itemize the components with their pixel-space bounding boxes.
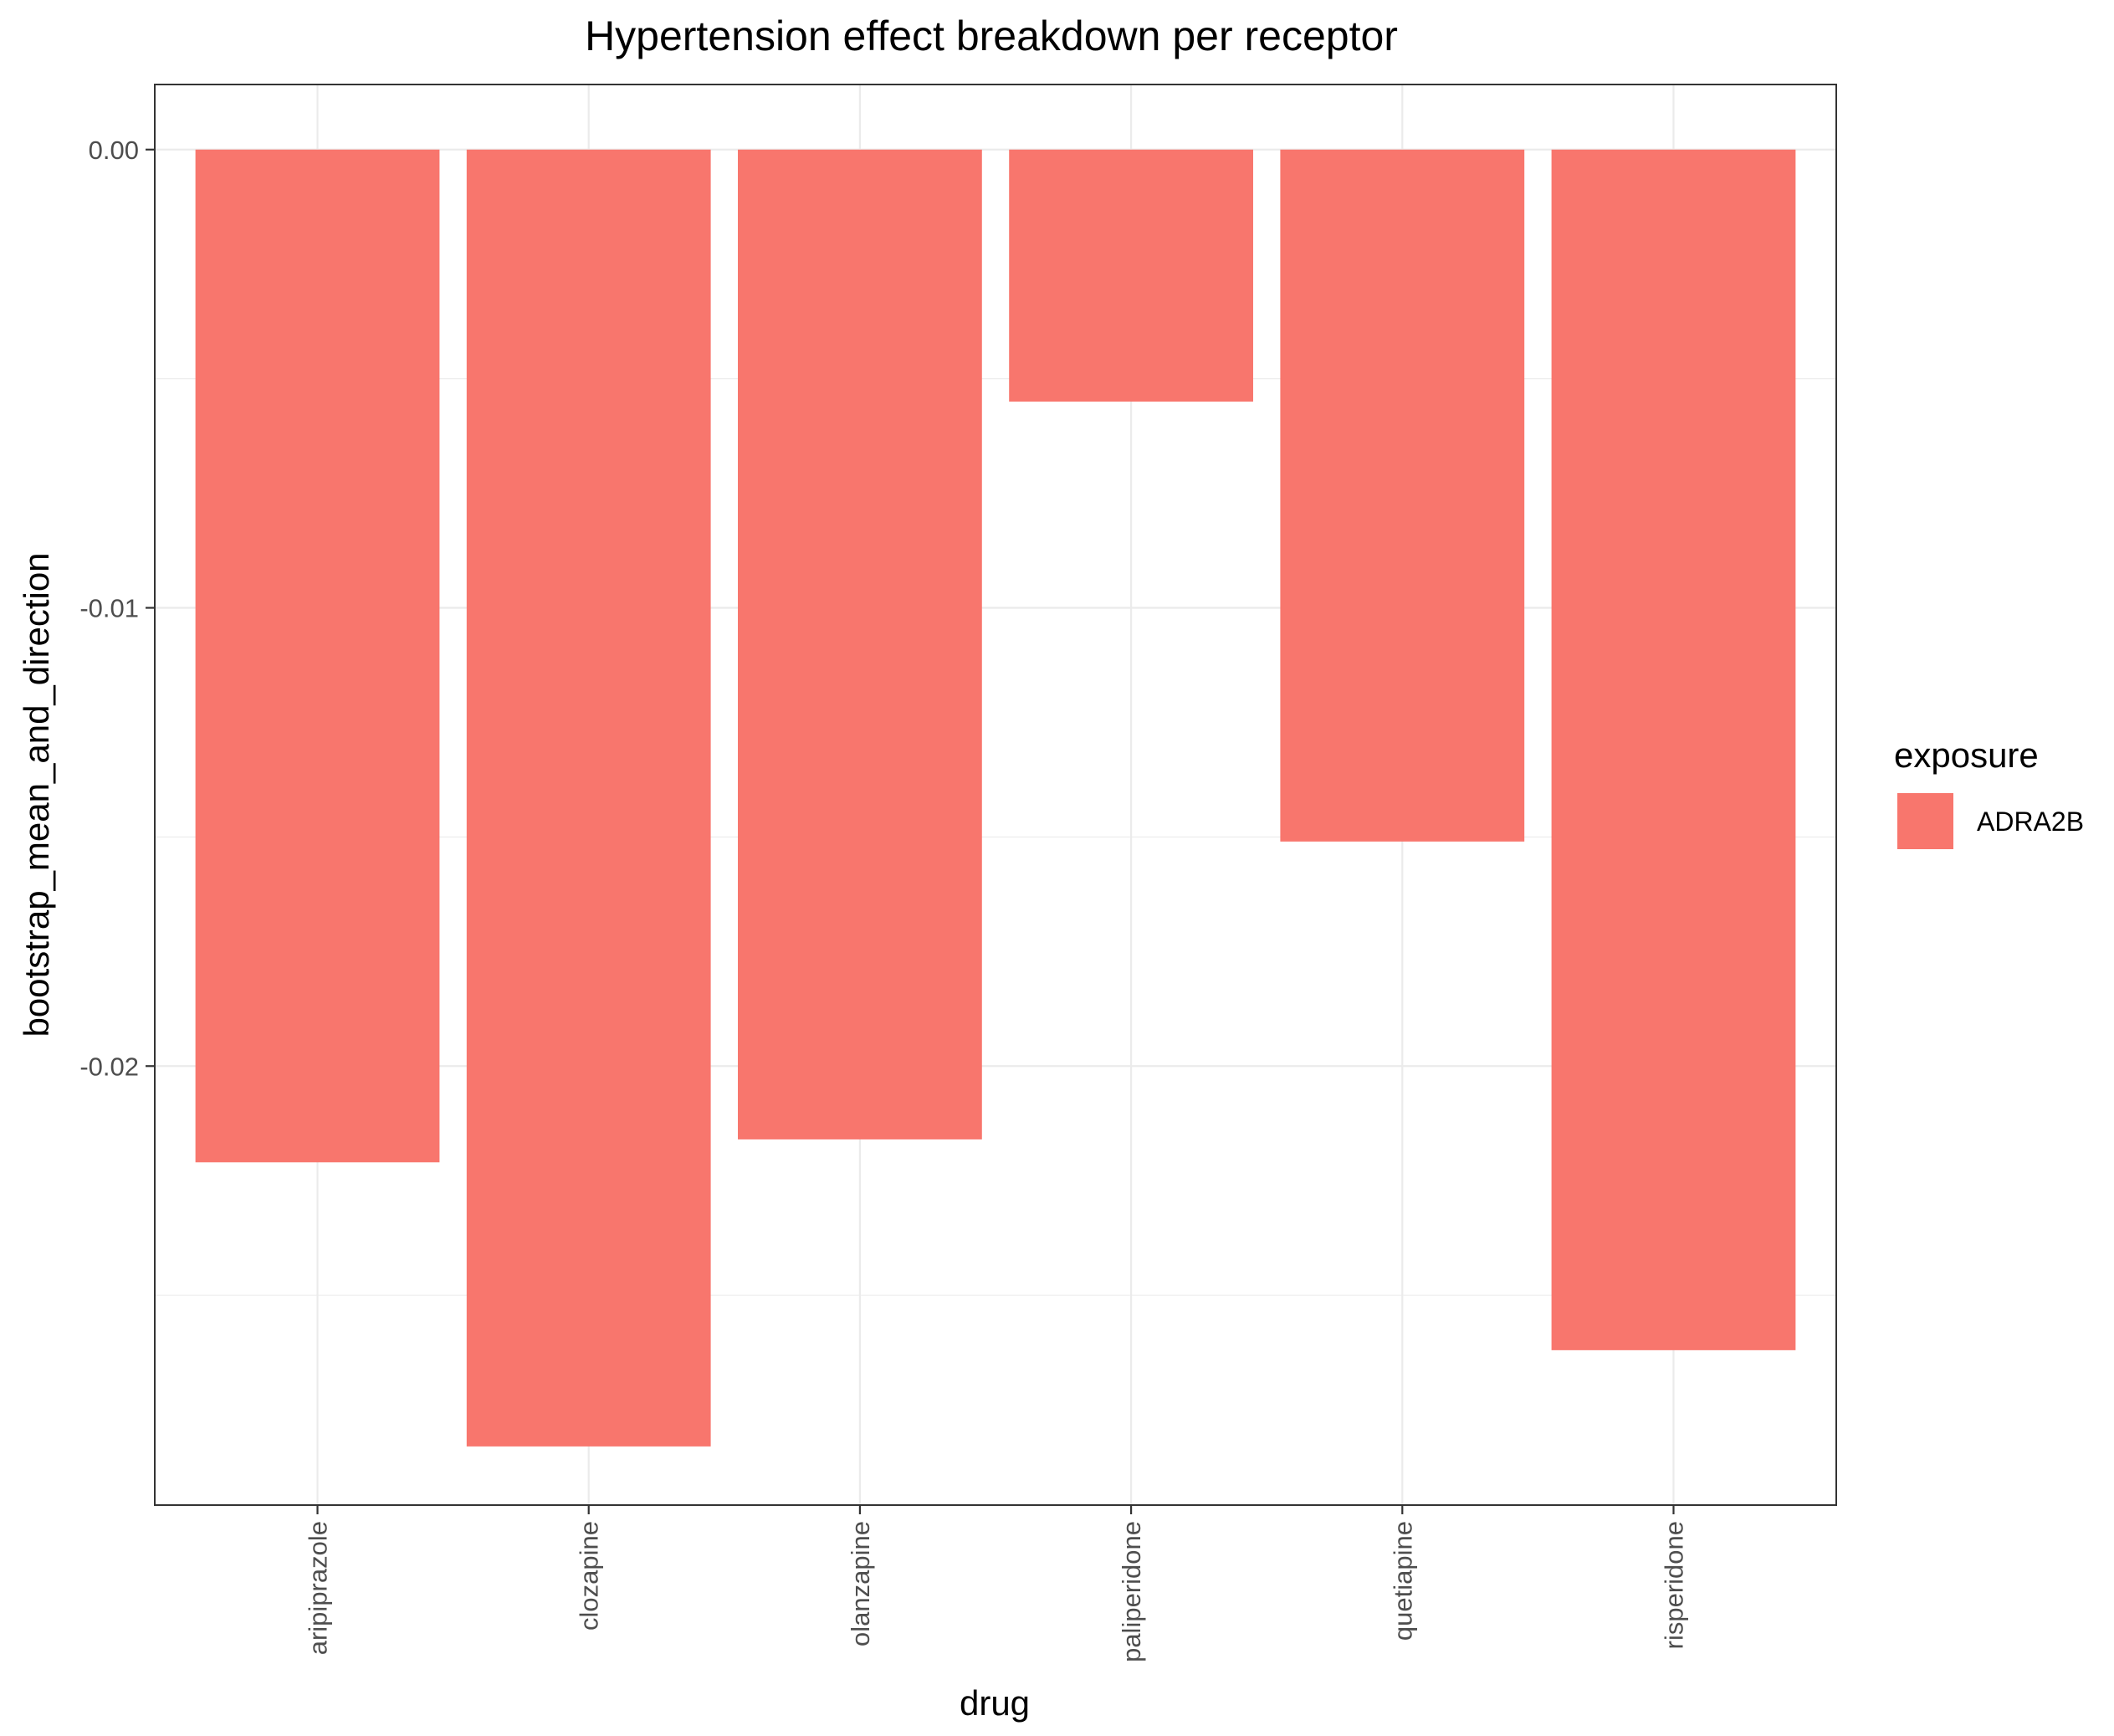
- x-axis-title: drug: [960, 1683, 1030, 1723]
- legend-key-adra2b: [1897, 793, 1953, 849]
- x-tick-label-quetiapine: quetiapine: [1388, 1521, 1417, 1641]
- y-axis: 0.00 -0.01 -0.02: [79, 136, 155, 1081]
- legend-label-adra2b: ADRA2B: [1977, 807, 2084, 837]
- bar-quetiapine: [1280, 149, 1525, 842]
- x-tick-label-olanzapine: olanzapine: [846, 1521, 875, 1646]
- y-tick-label: -0.01: [79, 594, 139, 623]
- x-axis: aripiprazole clozapine olanzapine paliperid…: [304, 1505, 1688, 1662]
- x-tick-label-clozapine: clozapine: [575, 1521, 604, 1631]
- bar-paliperidone: [1009, 149, 1253, 402]
- chart-title: Hypertension effect breakdown per recept…: [585, 13, 1398, 59]
- y-axis-title: bootstrap_mean_and_direction: [17, 552, 56, 1037]
- bar-olanzapine: [738, 149, 982, 1139]
- y-tick-label: 0.00: [89, 136, 139, 165]
- y-tick-label: -0.02: [79, 1052, 139, 1081]
- legend-title: exposure: [1894, 735, 2039, 775]
- x-tick-label-risperidone: risperidone: [1659, 1521, 1688, 1649]
- bar-clozapine: [466, 149, 711, 1447]
- legend: exposure ADRA2B: [1894, 735, 2084, 849]
- bars: [195, 149, 1796, 1447]
- bar-risperidone: [1551, 149, 1796, 1350]
- panel-border: [154, 84, 1837, 1506]
- bar-aripiprazole: [195, 149, 440, 1163]
- x-tick-label-aripiprazole: aripiprazole: [304, 1521, 333, 1655]
- x-tick-label-paliperidone: paliperidone: [1117, 1521, 1146, 1662]
- plot-panel: [154, 84, 1837, 1506]
